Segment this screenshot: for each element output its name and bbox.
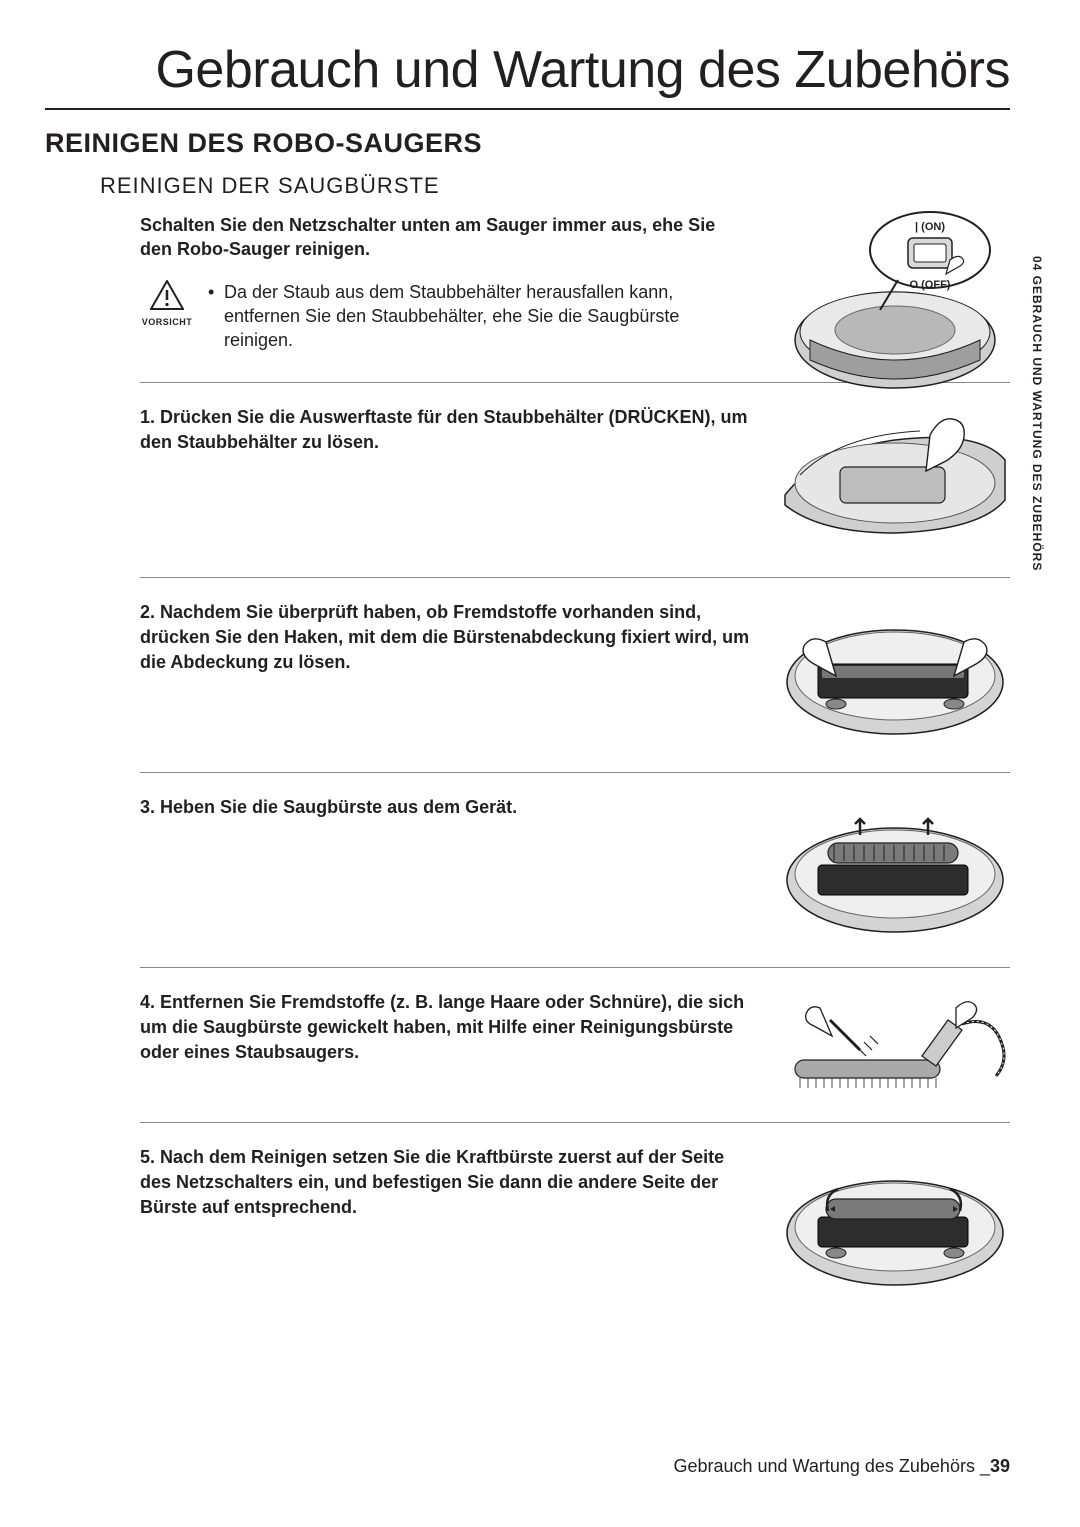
step-3: 3. Heben Sie die Saugbürste aus dem Gerä…: [140, 772, 1010, 945]
chapter-title: Gebrauch und Wartung des Zubehörs: [45, 40, 1010, 110]
step-2-body: Nachdem Sie überprüft haben, ob Fremdsto…: [140, 602, 749, 672]
step-4-body: Entfernen Sie Fremdstoffe (z. B. lange H…: [140, 992, 744, 1062]
step-2-text: 2. Nachdem Sie überprüft haben, ob Fremd…: [140, 600, 760, 674]
step-5-text: 5. Nach dem Reinigen setzen Sie die Kraf…: [140, 1145, 760, 1219]
footer-text: Gebrauch und Wartung des Zubehörs _: [673, 1456, 990, 1476]
side-tab: 04 GEBRAUCH UND WARTUNG DES ZUBEHÖRS: [1030, 256, 1044, 571]
step-4: 4. Entfernen Sie Fremdstoffe (z. B. lang…: [140, 967, 1010, 1100]
step-5: 5. Nach dem Reinigen setzen Sie die Kraf…: [140, 1122, 1010, 1295]
intro-block: Schalten Sie den Netzschalter unten am S…: [140, 213, 750, 262]
warning-icon: [150, 280, 184, 310]
step-5-body: Nach dem Reinigen setzen Sie die Kraftbü…: [140, 1147, 724, 1217]
step-4-number: 4.: [140, 992, 155, 1012]
caution-row: VORSICHT Da der Staub aus dem Staubbehäl…: [140, 280, 750, 353]
step-2-number: 2.: [140, 602, 155, 622]
caution-icon-wrap: VORSICHT: [140, 280, 194, 327]
step-1: 1. Drücken Sie die Auswerftaste für den …: [140, 382, 1010, 555]
svg-text:| (ON): | (ON): [915, 221, 945, 233]
figure-step-3: [780, 795, 1010, 945]
caution-text: Da der Staub aus dem Staubbehälter herau…: [208, 280, 750, 353]
step-1-number: 1.: [140, 407, 155, 427]
figure-step-5: [780, 1145, 1010, 1295]
svg-text:O (OFF): O (OFF): [910, 279, 951, 291]
step-3-text: 3. Heben Sie die Saugbürste aus dem Gerä…: [140, 795, 760, 820]
caution-label: VORSICHT: [140, 317, 194, 327]
figure-power-off: | (ON) O (OFF): [780, 210, 1010, 400]
sub-section-title: REINIGEN DER SAUGBÜRSTE: [100, 173, 1010, 199]
page-number: 39: [990, 1456, 1010, 1476]
step-4-text: 4. Entfernen Sie Fremdstoffe (z. B. lang…: [140, 990, 760, 1064]
figure-step-4: [780, 990, 1010, 1100]
figure-step-1: [780, 405, 1010, 555]
intro-text: Schalten Sie den Netzschalter unten am S…: [140, 213, 750, 262]
section-title: REINIGEN DES ROBO-SAUGERS: [45, 128, 1010, 159]
step-1-text: 1. Drücken Sie die Auswerftaste für den …: [140, 405, 760, 455]
step-3-number: 3.: [140, 797, 155, 817]
footer: Gebrauch und Wartung des Zubehörs _39: [673, 1456, 1010, 1477]
step-3-body: Heben Sie die Saugbürste aus dem Gerät.: [160, 797, 517, 817]
step-1-body: Drücken Sie die Auswerftaste für den Sta…: [140, 407, 747, 452]
step-2: 2. Nachdem Sie überprüft haben, ob Fremd…: [140, 577, 1010, 750]
step-5-number: 5.: [140, 1147, 155, 1167]
figure-step-2: [780, 600, 1010, 750]
